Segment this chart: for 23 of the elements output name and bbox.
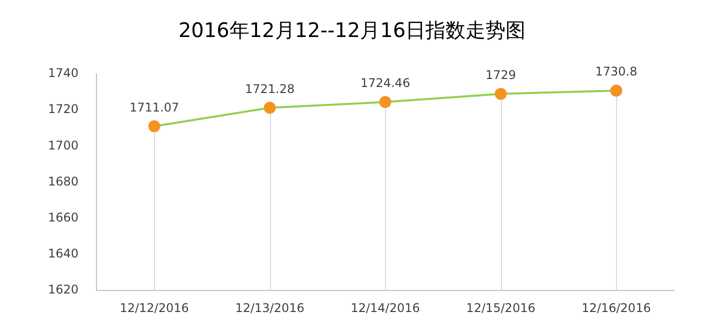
- y-tick-label: 1640: [48, 246, 79, 261]
- chart-title: 2016年12月12--12月16日指数走势图: [178, 18, 526, 42]
- data-label: 1724.46: [360, 76, 410, 90]
- y-tick-label: 1700: [48, 138, 79, 152]
- point: [610, 84, 622, 97]
- data-label: 1721.28: [244, 82, 295, 96]
- point: [148, 120, 160, 132]
- point: [264, 102, 276, 114]
- x-tick-label: 12/13/2016: [235, 300, 304, 315]
- data-label: 1729: [485, 68, 516, 82]
- x-tick-label: 12/16/2016: [582, 300, 651, 315]
- y-tick-label: 1680: [48, 174, 79, 188]
- y-tick-label: 1740: [48, 66, 79, 80]
- y-tick-label: 1620: [48, 282, 79, 297]
- x-tick-label: 12/14/2016: [350, 300, 420, 315]
- y-tick-label: 1660: [48, 210, 79, 225]
- point: [379, 96, 392, 108]
- x-tick-label: 12/15/2016: [466, 300, 536, 315]
- data-label: 1730.8: [595, 64, 638, 79]
- x-tick-label: 12/12/2016: [120, 300, 189, 315]
- y-tick-label: 1720: [48, 102, 79, 116]
- data-label: 1711.07: [129, 100, 180, 114]
- point: [494, 88, 507, 100]
